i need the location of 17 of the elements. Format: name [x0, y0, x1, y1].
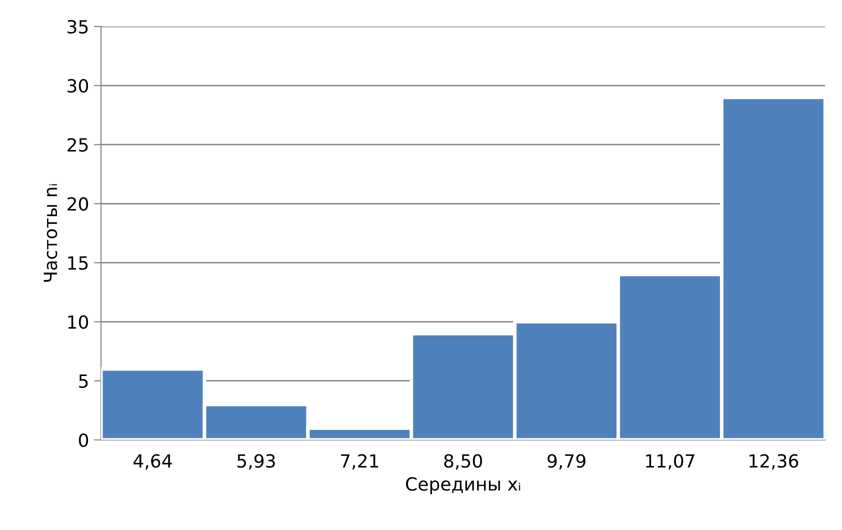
y-tick-label: 20: [68, 197, 88, 211]
x-tick-label: 7,21: [341, 454, 378, 470]
y-tick-label: 35: [68, 20, 88, 34]
x-tick-label: 12,36: [750, 454, 798, 470]
y-tick-label: 10: [68, 315, 88, 329]
y-tick-label: 25: [68, 138, 88, 152]
x-tick-label: 9,79: [548, 454, 586, 470]
y-tick-label: 30: [68, 79, 88, 93]
y-axis-title: Частоты nᵢ: [44, 184, 58, 282]
x-tick-label: 8,50: [444, 454, 482, 470]
y-tick-label: 0: [78, 433, 88, 448]
y-tick-label: 5: [79, 374, 88, 388]
y-tick-label: 15: [68, 256, 88, 270]
x-axis-title: Середины xᵢ: [406, 477, 520, 494]
x-tick-label: 5,93: [238, 454, 275, 470]
x-tick-label: 4,64: [134, 454, 172, 470]
x-tick-label: 11,07: [646, 454, 694, 470]
